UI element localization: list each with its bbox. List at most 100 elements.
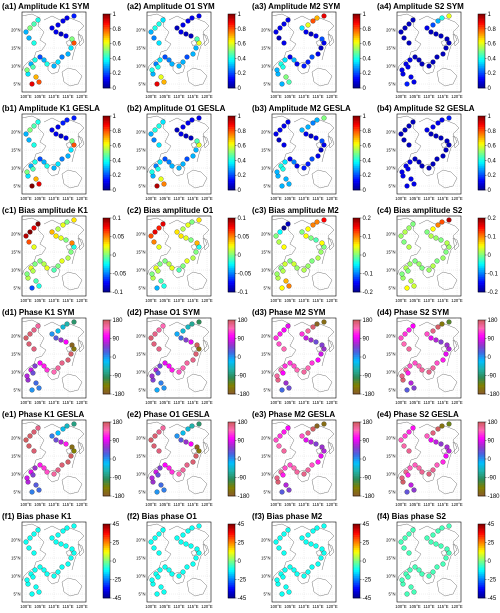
colorbar-segment xyxy=(228,554,235,556)
colorbar-tick-label: 90 xyxy=(363,337,370,343)
colorbar-segment xyxy=(228,175,235,177)
colorbar-segment xyxy=(478,322,485,324)
data-point xyxy=(441,256,446,261)
data-point xyxy=(186,223,191,228)
data-point xyxy=(38,55,43,60)
data-point xyxy=(283,262,288,267)
colorbar-tick-label: 1 xyxy=(363,114,367,120)
colorbar-tick-label: 0.2 xyxy=(113,173,122,179)
colorbar-segment xyxy=(228,16,235,18)
data-point xyxy=(175,332,180,337)
colorbar-segment xyxy=(478,383,485,385)
data-point xyxy=(25,272,30,277)
lon-tick-label: 105°E xyxy=(159,94,171,99)
data-point xyxy=(431,60,436,65)
data-point xyxy=(52,574,57,579)
colorbar-segment xyxy=(103,164,110,166)
colorbar-tick-label: 0.4 xyxy=(488,158,497,164)
data-point xyxy=(34,177,39,182)
colorbar-tick-label: 0.8 xyxy=(238,129,247,135)
data-point xyxy=(194,556,199,561)
colorbar-segment xyxy=(478,385,485,387)
colorbar-segment xyxy=(478,578,485,580)
data-point xyxy=(445,445,450,450)
colorbar-tick-label: 0 xyxy=(488,457,492,463)
data-point xyxy=(195,241,200,246)
colorbar-segment xyxy=(103,524,110,526)
lat-tick-label: 15°N xyxy=(136,556,145,561)
data-point xyxy=(161,324,166,329)
panel-title: (d2) Phase O1 SYM xyxy=(127,308,200,317)
colorbar-segment xyxy=(353,73,360,75)
data-point xyxy=(161,426,166,431)
data-point xyxy=(65,220,70,225)
data-point xyxy=(56,468,61,473)
lon-tick-label: 115°E xyxy=(437,298,448,303)
data-point xyxy=(61,529,66,534)
colorbar-segment xyxy=(353,47,360,49)
data-point xyxy=(191,460,196,465)
data-point xyxy=(181,227,186,232)
colorbar-segment xyxy=(478,567,485,569)
lon-tick-label: 100°E xyxy=(395,298,407,303)
colorbar-segment xyxy=(478,251,485,253)
colorbar-segment xyxy=(353,431,360,433)
colorbar-tick-label: 0.6 xyxy=(363,42,372,48)
data-point xyxy=(304,30,309,35)
colorbar-segment xyxy=(478,84,485,86)
data-point xyxy=(300,434,305,439)
data-point xyxy=(425,332,430,337)
data-point xyxy=(282,328,287,333)
data-point xyxy=(435,361,440,366)
colorbar-segment xyxy=(478,262,485,264)
colorbar-segment xyxy=(478,34,485,36)
colorbar-segment xyxy=(353,53,360,55)
data-point xyxy=(177,370,182,375)
colorbar-segment xyxy=(103,377,110,379)
colorbar-tick-label: 90 xyxy=(113,337,120,343)
colorbar-segment xyxy=(353,589,360,591)
colorbar-tick-label: 45 xyxy=(488,522,495,528)
colorbar-segment xyxy=(353,120,360,122)
colorbar-segment xyxy=(228,459,235,461)
data-point xyxy=(420,266,425,271)
colorbar-segment xyxy=(228,42,235,44)
lat-tick-label: 20°N xyxy=(261,130,270,135)
colorbar-segment xyxy=(353,45,360,47)
colorbar-segment xyxy=(478,58,485,60)
colorbar-segment xyxy=(353,581,360,583)
data-point xyxy=(155,388,160,393)
colorbar-tick-label: 0 xyxy=(238,457,242,463)
colorbar-segment xyxy=(353,34,360,36)
colorbar-segment xyxy=(353,452,360,454)
colorbar-segment xyxy=(478,27,485,29)
colorbar-segment xyxy=(103,51,110,53)
data-point xyxy=(30,82,35,87)
colorbar-segment xyxy=(478,274,485,276)
data-point xyxy=(31,371,36,376)
lat-tick-label: 10°N xyxy=(11,574,20,579)
lon-tick-label: 110°E xyxy=(423,604,434,608)
data-point xyxy=(400,272,405,277)
colorbar-segment xyxy=(103,242,110,244)
data-point xyxy=(403,230,408,235)
colorbar-segment xyxy=(353,270,360,272)
lon-tick-label: 110°E xyxy=(423,400,434,405)
colorbar-segment xyxy=(103,357,110,359)
colorbar-segment xyxy=(353,557,360,559)
colorbar-segment xyxy=(228,235,235,237)
data-point xyxy=(429,30,434,35)
data-point xyxy=(179,30,184,35)
colorbar-tick-label: -90 xyxy=(488,374,497,380)
data-point xyxy=(189,136,194,141)
colorbar-segment xyxy=(353,68,360,70)
data-point xyxy=(275,272,280,277)
data-point xyxy=(402,240,407,245)
data-point xyxy=(311,427,316,432)
colorbar-tick-label: -180 xyxy=(113,392,126,398)
data-point xyxy=(65,322,70,327)
data-point xyxy=(400,476,405,481)
colorbar-tick-label: 1 xyxy=(488,12,492,18)
colorbar-segment xyxy=(478,240,485,242)
colorbar-segment xyxy=(228,264,235,266)
